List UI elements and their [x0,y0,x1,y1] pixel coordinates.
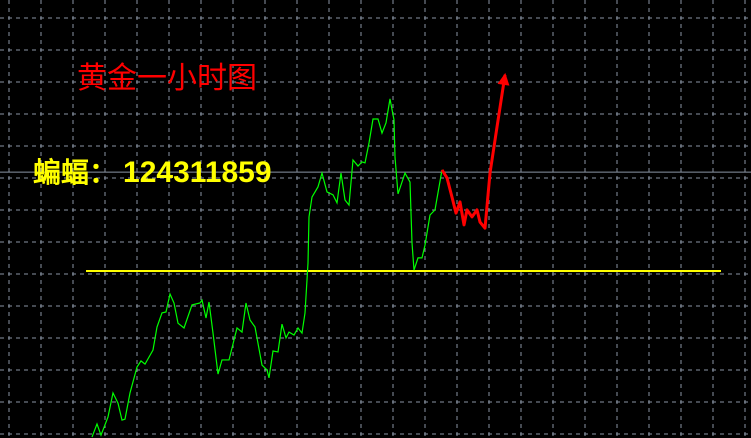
arrow-head-icon [497,72,510,86]
contact-label: 蝙蝠： [33,156,118,189]
chart-title: 黄金一小时图 [77,61,257,96]
contact-info: 蝙蝠： 124311859 [33,154,272,197]
forecast-arrow-line [440,74,507,230]
contact-number: 124311859 [123,156,272,189]
price-history-line [91,98,443,438]
